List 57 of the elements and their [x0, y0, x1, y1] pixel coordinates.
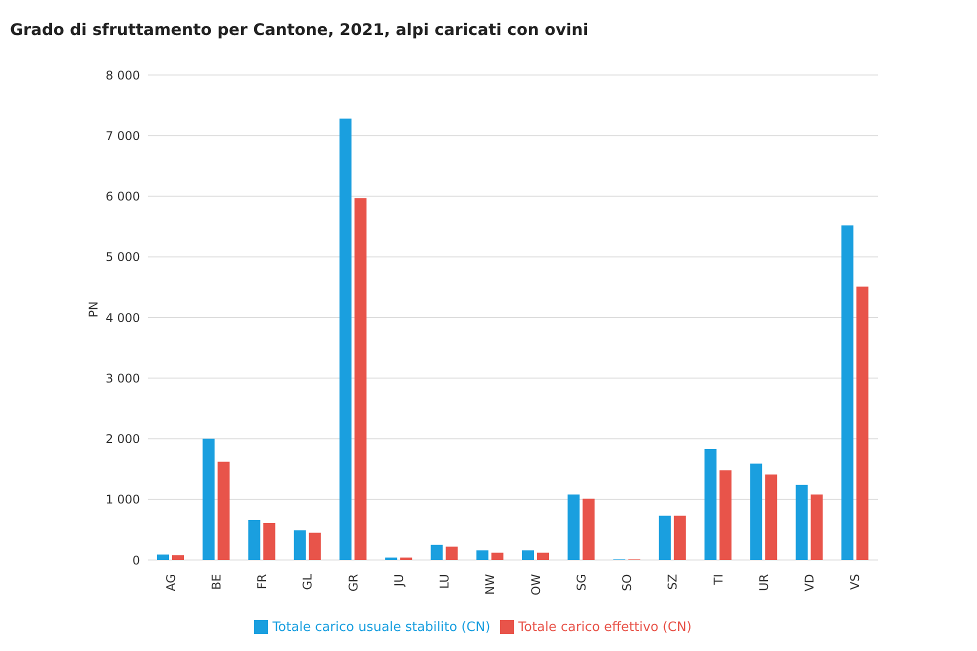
bar	[430, 544, 443, 560]
bar	[856, 286, 868, 560]
bar	[704, 449, 716, 560]
bar	[157, 554, 169, 560]
bar	[674, 516, 686, 560]
x-tick-label: TI	[711, 574, 726, 586]
x-tick-label: JU	[392, 574, 406, 588]
bar	[658, 516, 671, 560]
bar	[218, 462, 230, 560]
y-tick-label: 6 000	[106, 190, 140, 204]
bar	[172, 555, 184, 560]
y-tick-label: 1 000	[106, 492, 140, 507]
x-tick-label: VS	[848, 574, 862, 590]
x-tick-label: VD	[802, 574, 817, 592]
bar	[765, 474, 778, 560]
chart-title: Grado di sfruttamento per Cantone, 2021, alpi caricati con ovini	[9, 19, 590, 41]
bar	[582, 498, 595, 560]
x-tick-label: GR	[346, 574, 360, 592]
bar	[796, 484, 808, 560]
bar	[522, 550, 534, 560]
y-tick-label: 8 000	[106, 68, 140, 82]
bar	[491, 552, 504, 560]
bar	[340, 118, 352, 560]
bar	[568, 494, 580, 560]
legend-label: Totale carico effettivo (CN)	[518, 620, 692, 635]
bar	[537, 552, 549, 560]
bar	[750, 464, 762, 560]
x-tick-label: GL	[300, 574, 315, 590]
bar	[810, 494, 823, 560]
y-tick-label: 4 000	[106, 310, 140, 325]
bar	[476, 550, 488, 560]
x-tick-label: OW	[528, 574, 543, 596]
bar	[294, 530, 306, 560]
bar	[841, 225, 854, 560]
bar	[354, 198, 366, 560]
y-axis-title: PN	[86, 301, 100, 318]
bar	[446, 546, 458, 560]
bar	[263, 523, 276, 560]
x-tick-label: NW	[483, 574, 498, 595]
x-tick-label: BE	[209, 574, 224, 590]
y-tick-label: 0	[132, 553, 140, 568]
y-tick-label: 3 000	[106, 371, 140, 386]
y-tick-label: 5 000	[106, 250, 140, 264]
x-tick-label: AG	[164, 574, 178, 592]
x-tick-label: UR	[756, 574, 771, 592]
bar	[202, 438, 215, 560]
x-tick-label: SG	[574, 574, 588, 591]
x-tick-label: FR	[255, 574, 270, 590]
x-tick-label: LU	[438, 574, 452, 589]
bar	[248, 520, 260, 560]
y-tick-label: 7 000	[106, 128, 140, 143]
x-tick-label: SO	[620, 574, 634, 592]
legend-label: Totale carico usuale stabilito (CN)	[272, 620, 490, 635]
y-tick-label: 2 000	[106, 432, 140, 446]
bar	[720, 470, 732, 560]
bar	[308, 532, 321, 560]
x-tick-label: SZ	[666, 574, 680, 590]
